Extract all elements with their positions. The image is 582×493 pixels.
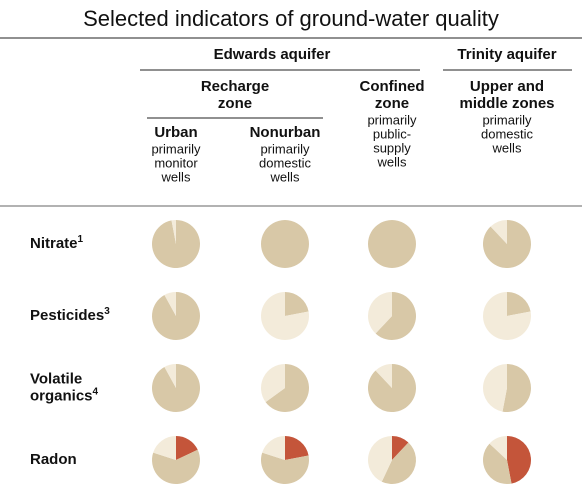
pie-slice bbox=[261, 452, 310, 485]
subgroup-label: Recharge bbox=[201, 78, 269, 95]
column-note: primarily bbox=[151, 141, 201, 156]
column-note: primarily bbox=[260, 141, 310, 156]
column-label: Urban bbox=[154, 124, 197, 141]
subgroup-label: Upper and bbox=[470, 78, 544, 95]
column-note: wells bbox=[161, 169, 191, 184]
row-label: Nitrate1 bbox=[30, 234, 84, 252]
row-label-text: Radon bbox=[30, 451, 77, 468]
pie-slice bbox=[285, 436, 309, 460]
row-label: Volatile bbox=[30, 370, 82, 387]
subgroup-label: zone bbox=[375, 95, 409, 112]
row-label: organics4 bbox=[30, 386, 99, 404]
column-note: domestic bbox=[481, 126, 534, 141]
pie-slice bbox=[482, 364, 507, 412]
pie-slice bbox=[502, 364, 531, 413]
row-label: Radon bbox=[30, 451, 77, 468]
group-label: Trinity aquifer bbox=[457, 46, 556, 63]
footnote-mark: 1 bbox=[78, 234, 84, 245]
footnote-mark: 3 bbox=[104, 306, 110, 317]
row-label-text: organics bbox=[30, 387, 93, 404]
title: Selected indicators of ground-water qual… bbox=[83, 6, 499, 31]
column-note: public- bbox=[373, 126, 411, 141]
pie-slice bbox=[490, 220, 507, 244]
subgroup-label: zone bbox=[218, 95, 252, 112]
pie-slice bbox=[368, 436, 392, 482]
column-note: wells bbox=[270, 169, 300, 184]
pie-slice bbox=[151, 364, 200, 413]
column-note: wells bbox=[377, 154, 407, 169]
pie-slice bbox=[375, 364, 392, 388]
pie-slice bbox=[151, 292, 200, 341]
row-label-text: Nitrate bbox=[30, 235, 78, 252]
pie-slice bbox=[483, 292, 531, 341]
row-label: Pesticides3 bbox=[30, 306, 110, 324]
pie-slice bbox=[164, 364, 176, 388]
subgroup-label: Confined bbox=[360, 78, 425, 95]
pie-slice bbox=[262, 436, 285, 460]
pie-slice bbox=[176, 436, 198, 460]
pie-slice bbox=[164, 292, 176, 316]
pie-slice bbox=[151, 220, 200, 269]
column-note: primarily bbox=[482, 112, 532, 127]
column-note: primarily bbox=[367, 112, 417, 127]
column-note: monitor bbox=[154, 155, 198, 170]
pie-slice bbox=[482, 443, 512, 484]
row-label-text: Pesticides bbox=[30, 307, 104, 324]
pie-slice bbox=[392, 436, 409, 460]
pie-slice bbox=[261, 364, 285, 403]
pie-slice bbox=[153, 436, 176, 460]
pie-slice bbox=[171, 220, 176, 244]
subgroup-label: middle zones bbox=[459, 95, 554, 112]
column-note: domestic bbox=[259, 155, 312, 170]
pie-slice bbox=[260, 220, 309, 269]
pie-slice bbox=[368, 292, 392, 334]
column-label: Nonurban bbox=[250, 124, 321, 141]
pie-slice bbox=[265, 364, 309, 413]
pie-slice bbox=[368, 364, 417, 412]
column-note: wells bbox=[492, 140, 522, 155]
pie-slice bbox=[367, 220, 416, 268]
row-label-text: Volatile bbox=[30, 370, 82, 387]
pie-slice bbox=[507, 292, 531, 316]
pie-slice bbox=[507, 436, 531, 484]
pie-slice bbox=[375, 292, 417, 340]
group-label: Edwards aquifer bbox=[214, 46, 331, 63]
pie-slice bbox=[261, 292, 309, 340]
footnote-mark: 4 bbox=[93, 386, 99, 397]
pie-slice bbox=[489, 436, 507, 460]
column-note: supply bbox=[373, 140, 411, 155]
pie-slice bbox=[483, 220, 531, 269]
pie-slice bbox=[151, 449, 200, 485]
pie-slice bbox=[285, 292, 309, 316]
pie-slice bbox=[381, 442, 417, 485]
